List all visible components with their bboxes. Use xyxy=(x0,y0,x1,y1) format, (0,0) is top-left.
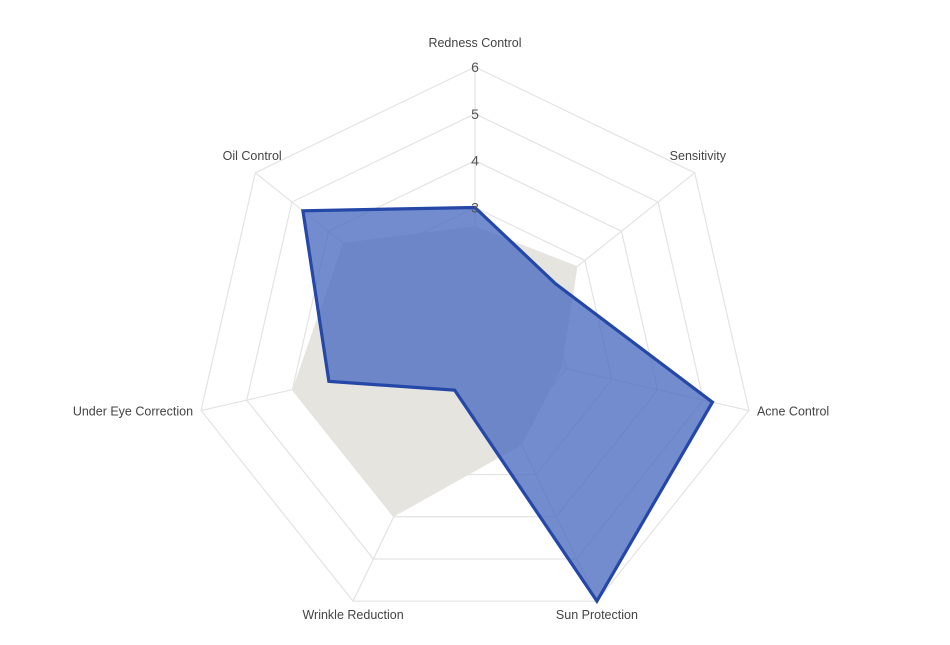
axis-label: Acne Control xyxy=(757,405,829,419)
axis-label: Redness Control xyxy=(428,36,521,50)
axis-labels: Redness Control Sensitivity Acne Control Su… xyxy=(73,36,829,622)
radial-tick-labels: 3 4 5 6 xyxy=(471,59,479,216)
tick-label: 5 xyxy=(471,106,479,122)
axis-label: Sun Protection xyxy=(556,608,638,622)
axis-label: Under Eye Correction xyxy=(73,405,193,419)
axis-label: Wrinkle Reduction xyxy=(302,608,403,622)
tick-label: 3 xyxy=(471,200,479,216)
series-area xyxy=(301,205,715,605)
axis-label: Sensitivity xyxy=(670,149,727,163)
radar-series xyxy=(292,205,715,605)
tick-label: 4 xyxy=(471,153,479,169)
tick-label: 6 xyxy=(471,59,479,75)
axis-label: Oil Control xyxy=(223,149,282,163)
grid-ring xyxy=(246,113,704,560)
grid-ring xyxy=(200,66,750,602)
